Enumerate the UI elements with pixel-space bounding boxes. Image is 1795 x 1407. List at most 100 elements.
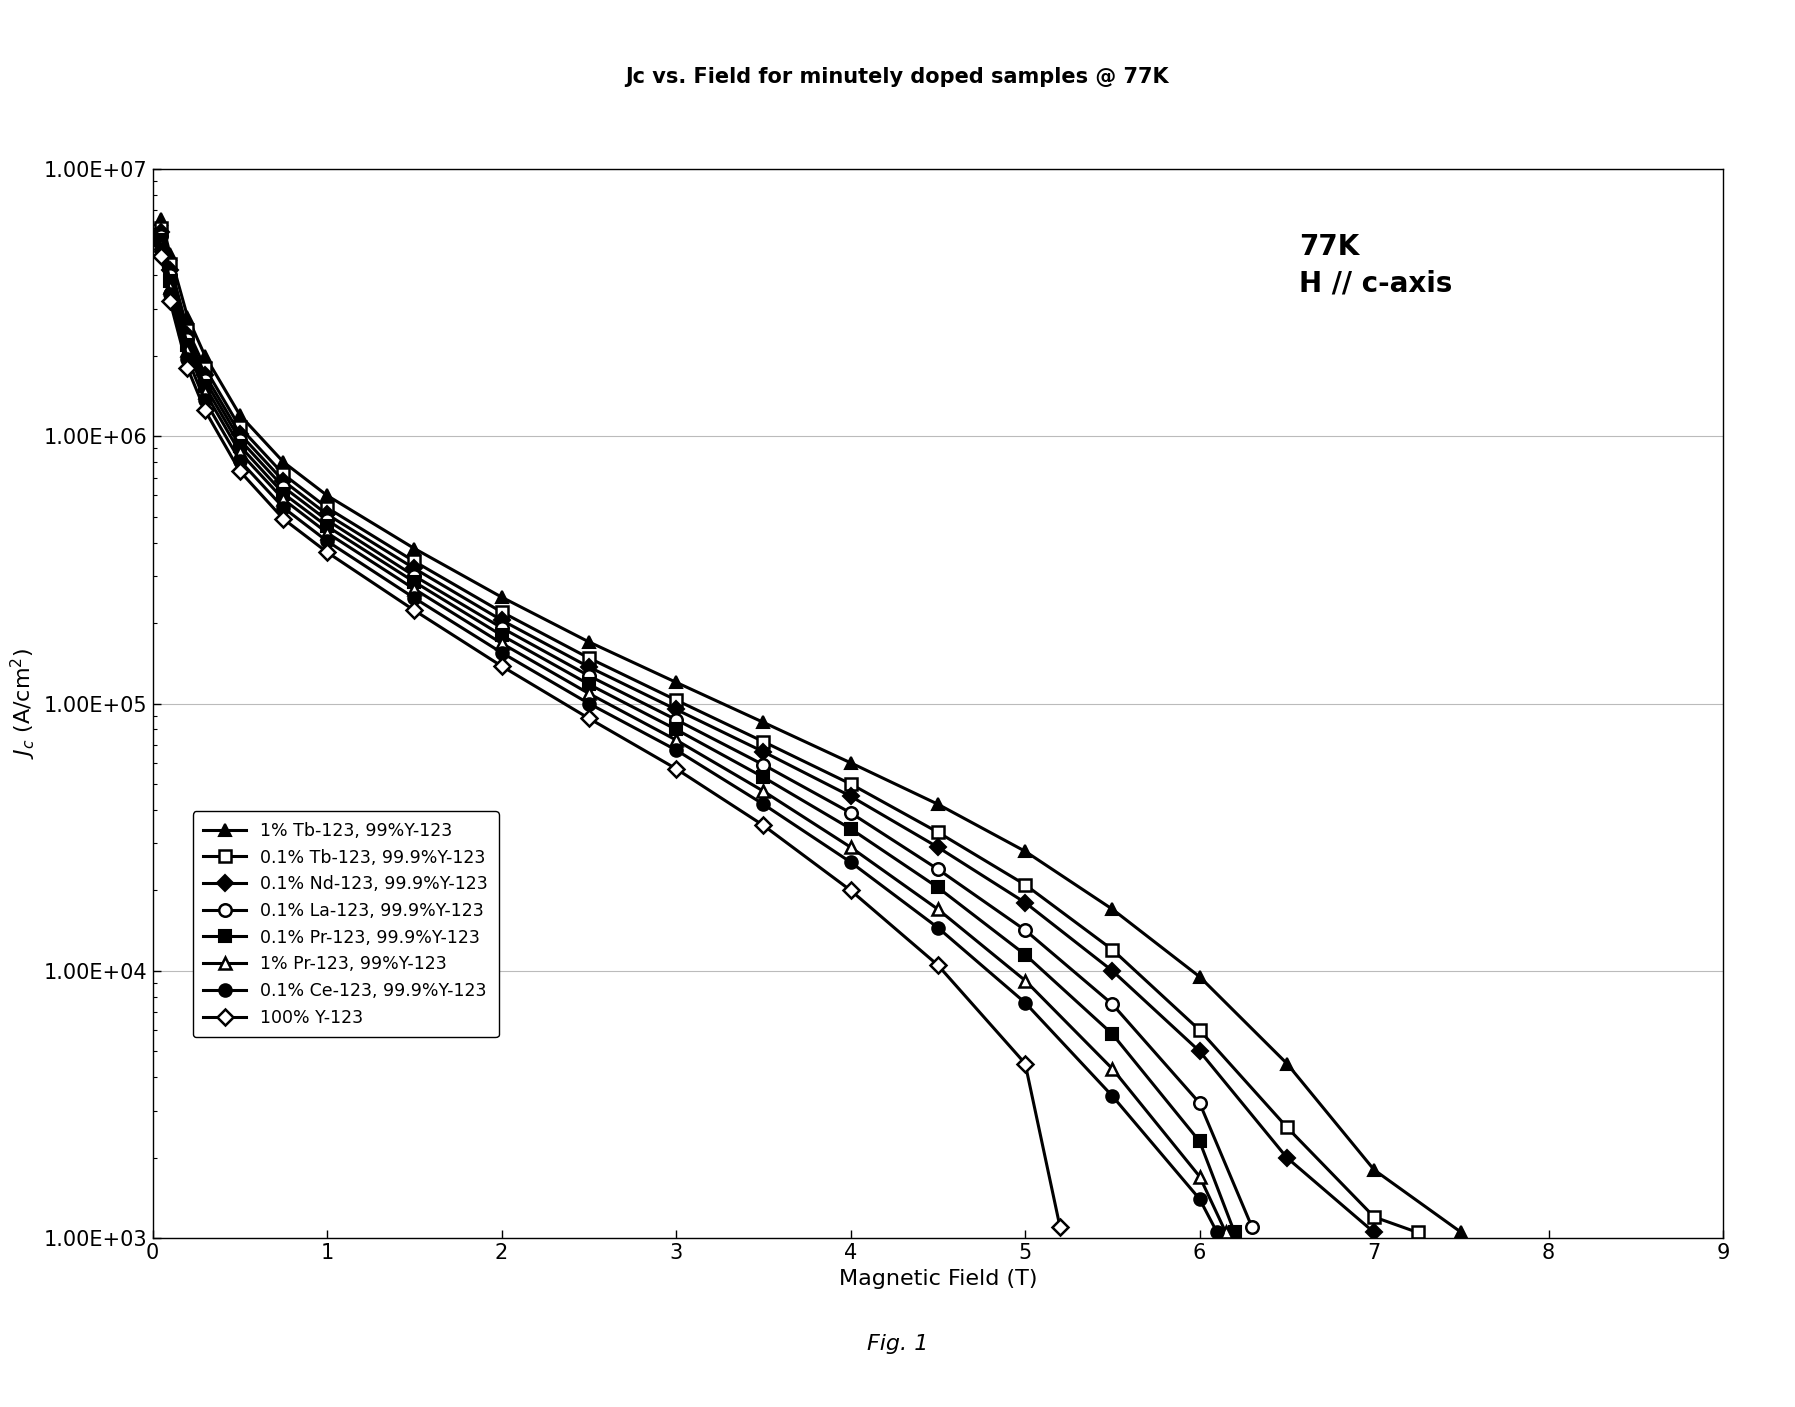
- 1% Pr-123, 99%Y-123: [1014, 972, 1036, 989]
- 1% Pr-123, 99%Y-123: [151, 236, 172, 253]
- 0.1% Pr-123, 99.9%Y-123: [928, 879, 950, 896]
- 1% Pr-123, 99%Y-123: [273, 491, 294, 508]
- 0.1% Ce-123, 99.9%Y-123: [404, 590, 425, 606]
- 1% Tb-123, 99%Y-123: [1276, 1055, 1298, 1072]
- 0.1% Tb-123, 99.9%Y-123: [1014, 877, 1036, 893]
- 0.1% La-123, 99.9%Y-123: [666, 711, 687, 727]
- 0.1% Ce-123, 99.9%Y-123: [230, 452, 251, 469]
- 1% Tb-123, 99%Y-123: [151, 211, 172, 228]
- 0.1% Pr-123, 99.9%Y-123: [230, 438, 251, 454]
- 0.1% La-123, 99.9%Y-123: [1014, 922, 1036, 938]
- 0.1% Pr-123, 99.9%Y-123: [1014, 946, 1036, 962]
- 1% Pr-123, 99%Y-123: [1188, 1168, 1210, 1185]
- 0.1% La-123, 99.9%Y-123: [176, 331, 197, 348]
- 0.1% Ce-123, 99.9%Y-123: [666, 741, 687, 758]
- 0.1% Ce-123, 99.9%Y-123: [194, 393, 215, 409]
- 0.1% Ce-123, 99.9%Y-123: [160, 286, 181, 303]
- 1% Tb-123, 99%Y-123: [1188, 968, 1210, 985]
- 0.1% Pr-123, 99.9%Y-123: [176, 336, 197, 353]
- 0.1% La-123, 99.9%Y-123: [230, 432, 251, 449]
- 1% Pr-123, 99%Y-123: [194, 384, 215, 401]
- 0.1% Pr-123, 99.9%Y-123: [1224, 1224, 1246, 1241]
- 100% Y-123: [928, 957, 950, 974]
- 1% Tb-123, 99%Y-123: [666, 674, 687, 691]
- 0.1% Nd-123, 99.9%Y-123: [490, 612, 512, 629]
- 0.1% La-123, 99.9%Y-123: [840, 805, 862, 822]
- 100% Y-123: [752, 817, 774, 834]
- 100% Y-123: [840, 882, 862, 899]
- 0.1% Tb-123, 99.9%Y-123: [151, 219, 172, 236]
- 0.1% Ce-123, 99.9%Y-123: [176, 350, 197, 367]
- 0.1% La-123, 99.9%Y-123: [1102, 996, 1124, 1013]
- 0.1% Ce-123, 99.9%Y-123: [1188, 1190, 1210, 1207]
- 0.1% Ce-123, 99.9%Y-123: [1014, 995, 1036, 1012]
- 1% Tb-123, 99%Y-123: [1450, 1224, 1472, 1241]
- Line: 0.1% Tb-123, 99.9%Y-123: 0.1% Tb-123, 99.9%Y-123: [154, 222, 1423, 1238]
- 0.1% Nd-123, 99.9%Y-123: [578, 658, 600, 675]
- 1% Pr-123, 99%Y-123: [160, 279, 181, 295]
- 0.1% Tb-123, 99.9%Y-123: [1102, 941, 1124, 958]
- 0.1% Nd-123, 99.9%Y-123: [666, 701, 687, 718]
- 100% Y-123: [160, 293, 181, 310]
- 0.1% Ce-123, 99.9%Y-123: [490, 644, 512, 661]
- 0.1% Ce-123, 99.9%Y-123: [1206, 1224, 1228, 1241]
- 1% Tb-123, 99%Y-123: [490, 588, 512, 605]
- 0.1% La-123, 99.9%Y-123: [404, 567, 425, 584]
- 0.1% Nd-123, 99.9%Y-123: [1364, 1224, 1386, 1241]
- 100% Y-123: [230, 463, 251, 480]
- 0.1% Nd-123, 99.9%Y-123: [194, 366, 215, 383]
- 100% Y-123: [1014, 1055, 1036, 1072]
- 0.1% Ce-123, 99.9%Y-123: [928, 919, 950, 936]
- 0.1% Pr-123, 99.9%Y-123: [578, 675, 600, 692]
- 1% Tb-123, 99%Y-123: [176, 308, 197, 325]
- 1% Tb-123, 99%Y-123: [578, 633, 600, 650]
- 0.1% Tb-123, 99.9%Y-123: [1407, 1224, 1429, 1241]
- Text: 77K
H // c-axis: 77K H // c-axis: [1300, 234, 1452, 298]
- 0.1% Tb-123, 99.9%Y-123: [1276, 1119, 1298, 1135]
- 0.1% Tb-123, 99.9%Y-123: [666, 692, 687, 709]
- 0.1% Tb-123, 99.9%Y-123: [490, 604, 512, 620]
- Line: 0.1% La-123, 99.9%Y-123: 0.1% La-123, 99.9%Y-123: [154, 229, 1258, 1234]
- 0.1% Pr-123, 99.9%Y-123: [666, 720, 687, 737]
- 0.1% La-123, 99.9%Y-123: [578, 667, 600, 684]
- 100% Y-123: [151, 248, 172, 265]
- 0.1% Tb-123, 99.9%Y-123: [752, 733, 774, 750]
- 0.1% Pr-123, 99.9%Y-123: [273, 485, 294, 502]
- 1% Pr-123, 99%Y-123: [230, 443, 251, 460]
- 0.1% Tb-123, 99.9%Y-123: [176, 321, 197, 338]
- 0.1% Tb-123, 99.9%Y-123: [316, 499, 337, 516]
- 1% Pr-123, 99%Y-123: [928, 900, 950, 917]
- 0.1% Tb-123, 99.9%Y-123: [840, 775, 862, 792]
- 100% Y-123: [176, 359, 197, 376]
- 0.1% La-123, 99.9%Y-123: [194, 371, 215, 388]
- 0.1% Pr-123, 99.9%Y-123: [490, 626, 512, 643]
- Text: Jc vs. Field for minutely doped samples @ 77K: Jc vs. Field for minutely doped samples …: [626, 68, 1169, 87]
- 0.1% La-123, 99.9%Y-123: [1188, 1095, 1210, 1112]
- 1% Pr-123, 99%Y-123: [490, 635, 512, 651]
- 0.1% Ce-123, 99.9%Y-123: [752, 796, 774, 813]
- 100% Y-123: [578, 711, 600, 727]
- 1% Tb-123, 99%Y-123: [404, 540, 425, 557]
- 0.1% Ce-123, 99.9%Y-123: [151, 241, 172, 257]
- 1% Tb-123, 99%Y-123: [316, 487, 337, 504]
- 1% Pr-123, 99%Y-123: [1102, 1061, 1124, 1078]
- 0.1% Pr-123, 99.9%Y-123: [316, 518, 337, 535]
- 0.1% Tb-123, 99.9%Y-123: [1364, 1209, 1386, 1225]
- 1% Tb-123, 99%Y-123: [1102, 900, 1124, 917]
- 0.1% La-123, 99.9%Y-123: [928, 861, 950, 878]
- 100% Y-123: [273, 511, 294, 528]
- 1% Pr-123, 99%Y-123: [666, 732, 687, 749]
- 0.1% Nd-123, 99.9%Y-123: [230, 425, 251, 442]
- 0.1% Pr-123, 99.9%Y-123: [151, 232, 172, 249]
- Line: 1% Tb-123, 99%Y-123: 1% Tb-123, 99%Y-123: [154, 212, 1468, 1238]
- Line: 100% Y-123: 100% Y-123: [156, 250, 1066, 1233]
- 1% Pr-123, 99%Y-123: [752, 782, 774, 799]
- 0.1% Tb-123, 99.9%Y-123: [160, 256, 181, 273]
- 0.1% La-123, 99.9%Y-123: [160, 267, 181, 284]
- 0.1% La-123, 99.9%Y-123: [273, 478, 294, 495]
- 0.1% Nd-123, 99.9%Y-123: [1188, 1043, 1210, 1059]
- 0.1% Nd-123, 99.9%Y-123: [160, 262, 181, 279]
- 1% Pr-123, 99%Y-123: [578, 685, 600, 702]
- 0.1% Nd-123, 99.9%Y-123: [404, 560, 425, 577]
- 0.1% Nd-123, 99.9%Y-123: [176, 326, 197, 343]
